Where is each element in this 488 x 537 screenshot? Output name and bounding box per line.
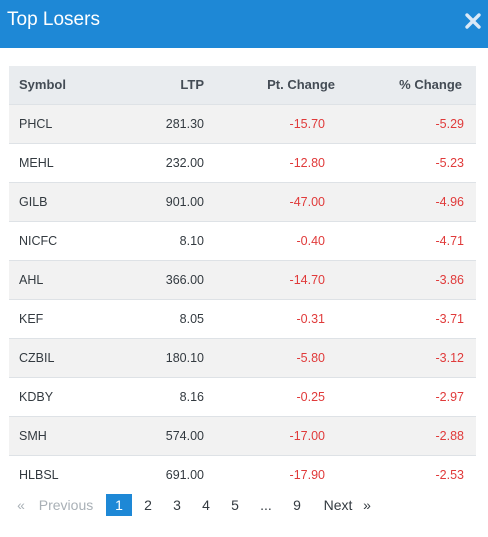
column-header-ltp[interactable]: LTP: [180, 77, 204, 93]
page-button-5[interactable]: 5: [231, 497, 239, 513]
pagination-ellipsis: ...: [260, 497, 272, 513]
cell-pct-change: -4.96: [435, 194, 465, 209]
cell-symbol: GILB: [19, 194, 48, 209]
losers-table-container: Symbol LTP Pt. Change % Change PHCL 281.…: [9, 66, 476, 494]
cell-symbol: KDBY: [19, 389, 54, 404]
cell-ltp: 691.00: [165, 467, 204, 482]
table-row[interactable]: KDBY 8.16 -0.25 -2.97: [9, 377, 476, 416]
cell-ltp: 8.05: [179, 311, 204, 326]
cell-symbol: HLBSL: [19, 467, 59, 482]
cell-pct-change: -3.86: [435, 272, 465, 287]
page-button-9[interactable]: 9: [293, 497, 301, 513]
modal-title: Top Losers: [7, 9, 100, 30]
cell-pct-change: -5.29: [435, 116, 465, 131]
cell-symbol: KEF: [19, 311, 44, 326]
cell-symbol: SMH: [19, 428, 47, 443]
cell-ltp: 8.16: [179, 389, 204, 404]
table-row[interactable]: CZBIL 180.10 -5.80 -3.12: [9, 338, 476, 377]
table-row[interactable]: PHCL 281.30 -15.70 -5.29: [9, 104, 476, 143]
cell-pct-change: -2.88: [435, 428, 465, 443]
cell-pt-change: -17.00: [289, 428, 325, 443]
cell-ltp: 366.00: [165, 272, 204, 287]
cell-pct-change: -2.97: [435, 389, 465, 404]
cell-pt-change: -14.70: [289, 272, 325, 287]
column-header-pt-change[interactable]: Pt. Change: [267, 77, 335, 93]
table-row[interactable]: NICFC 8.10 -0.40 -4.71: [9, 221, 476, 260]
cell-pt-change: -17.90: [289, 467, 325, 482]
close-button[interactable]: [463, 11, 483, 31]
modal-header: Top Losers: [0, 0, 488, 48]
column-header-pct-change[interactable]: % Change: [399, 77, 462, 93]
cell-symbol: NICFC: [19, 233, 58, 248]
cell-pt-change: -47.00: [289, 194, 325, 209]
cell-ltp: 232.00: [165, 155, 204, 170]
previous-page-button[interactable]: Previous: [38, 497, 94, 513]
table-row[interactable]: GILB 901.00 -47.00 -4.96: [9, 182, 476, 221]
column-header-symbol[interactable]: Symbol: [19, 77, 66, 93]
table-row[interactable]: KEF 8.05 -0.31 -3.71: [9, 299, 476, 338]
cell-ltp: 281.30: [165, 116, 204, 131]
cell-pt-change: -0.25: [296, 389, 326, 404]
cell-pct-change: -5.23: [435, 155, 465, 170]
table-row[interactable]: SMH 574.00 -17.00 -2.88: [9, 416, 476, 455]
table-header-row: Symbol LTP Pt. Change % Change: [9, 66, 476, 104]
cell-ltp: 180.10: [165, 350, 204, 365]
cell-pt-change: -15.70: [289, 116, 325, 131]
cell-pt-change: -0.31: [296, 311, 326, 326]
pagination: « Previous 1 2 3 4 5 ... 9 Next »: [0, 494, 488, 516]
page-button-1[interactable]: 1: [106, 494, 132, 516]
table-row[interactable]: MEHL 232.00 -12.80 -5.23: [9, 143, 476, 182]
cell-pct-change: -2.53: [435, 467, 465, 482]
page-button-3[interactable]: 3: [173, 497, 181, 513]
cell-symbol: MEHL: [19, 155, 54, 170]
table-row[interactable]: AHL 366.00 -14.70 -3.86: [9, 260, 476, 299]
last-page-button[interactable]: »: [363, 497, 371, 513]
cell-ltp: 8.10: [179, 233, 204, 248]
cell-pct-change: -3.71: [435, 311, 465, 326]
cell-ltp: 574.00: [165, 428, 204, 443]
cell-pt-change: -12.80: [289, 155, 325, 170]
next-page-button[interactable]: Next: [323, 497, 353, 513]
close-icon: [465, 13, 481, 29]
page-button-2[interactable]: 2: [144, 497, 152, 513]
cell-symbol: CZBIL: [19, 350, 55, 365]
cell-symbol: PHCL: [19, 116, 53, 131]
page-button-4[interactable]: 4: [202, 497, 210, 513]
cell-pt-change: -5.80: [296, 350, 326, 365]
cell-symbol: AHL: [19, 272, 44, 287]
first-page-button[interactable]: «: [17, 497, 25, 513]
losers-table: Symbol LTP Pt. Change % Change PHCL 281.…: [9, 66, 476, 494]
cell-pt-change: -0.40: [296, 233, 326, 248]
cell-ltp: 901.00: [165, 194, 204, 209]
cell-pct-change: -4.71: [435, 233, 465, 248]
table-row[interactable]: HLBSL 691.00 -17.90 -2.53: [9, 455, 476, 494]
cell-pct-change: -3.12: [435, 350, 465, 365]
